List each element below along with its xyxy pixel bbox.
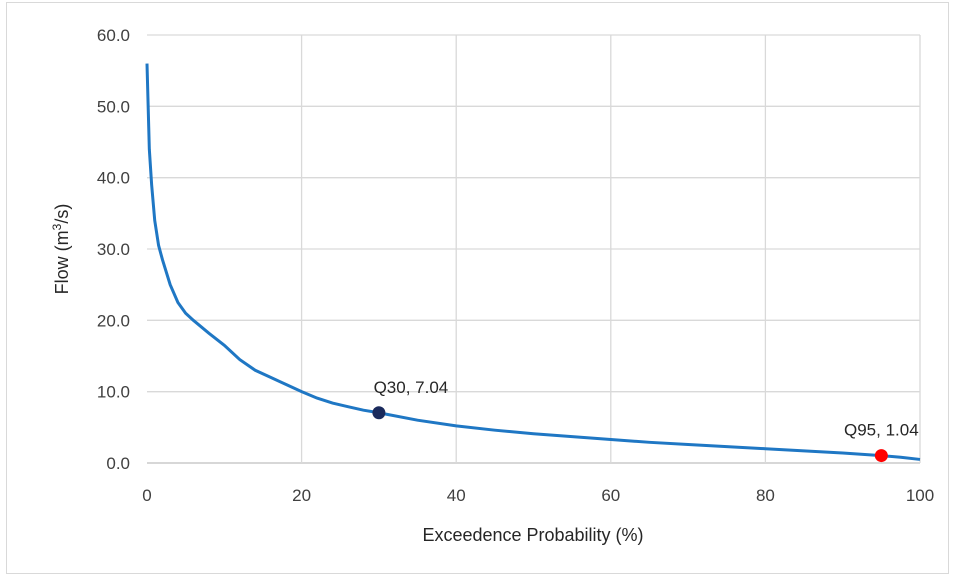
x-tick-label: 60 — [601, 486, 620, 505]
x-tick-label: 0 — [142, 486, 151, 505]
point-label: Q30, 7.04 — [374, 378, 449, 397]
x-axis-title: Exceedence Probability (%) — [422, 525, 643, 545]
y-axis-title-unit: /s) — [52, 204, 72, 224]
tick-layer: 0.0 10.0 20.0 30.0 40.0 50.0 60.0 0 20 40 60 80 100 — [97, 26, 934, 505]
x-tick-label: 20 — [292, 486, 311, 505]
y-axis-title: Flow (m3/s) — [50, 204, 72, 295]
point-label: Q95, 1.04 — [844, 421, 919, 440]
y-axis-title-main: Flow (m — [52, 230, 72, 294]
y-tick-label: 40.0 — [97, 169, 130, 188]
x-tick-label: 40 — [447, 486, 466, 505]
y-tick-label: 20.0 — [97, 311, 130, 330]
point-layer: Q30, 7.04 Q95, 1.04 — [372, 378, 919, 463]
x-tick-label: 100 — [906, 486, 934, 505]
flow-duration-curve — [145, 63, 921, 461]
y-tick-label: 60.0 — [97, 26, 130, 45]
highlight-point — [372, 406, 386, 420]
chart-frame — [6, 2, 949, 574]
y-axis-title-superscript: 3 — [50, 223, 64, 230]
highlight-point — [874, 449, 888, 463]
x-tick-label: 80 — [756, 486, 775, 505]
y-tick-label: 30.0 — [97, 240, 130, 259]
y-tick-label: 0.0 — [106, 454, 130, 473]
y-tick-label: 50.0 — [97, 97, 130, 116]
y-tick-label: 10.0 — [97, 383, 130, 402]
grid-layer — [147, 34, 921, 464]
